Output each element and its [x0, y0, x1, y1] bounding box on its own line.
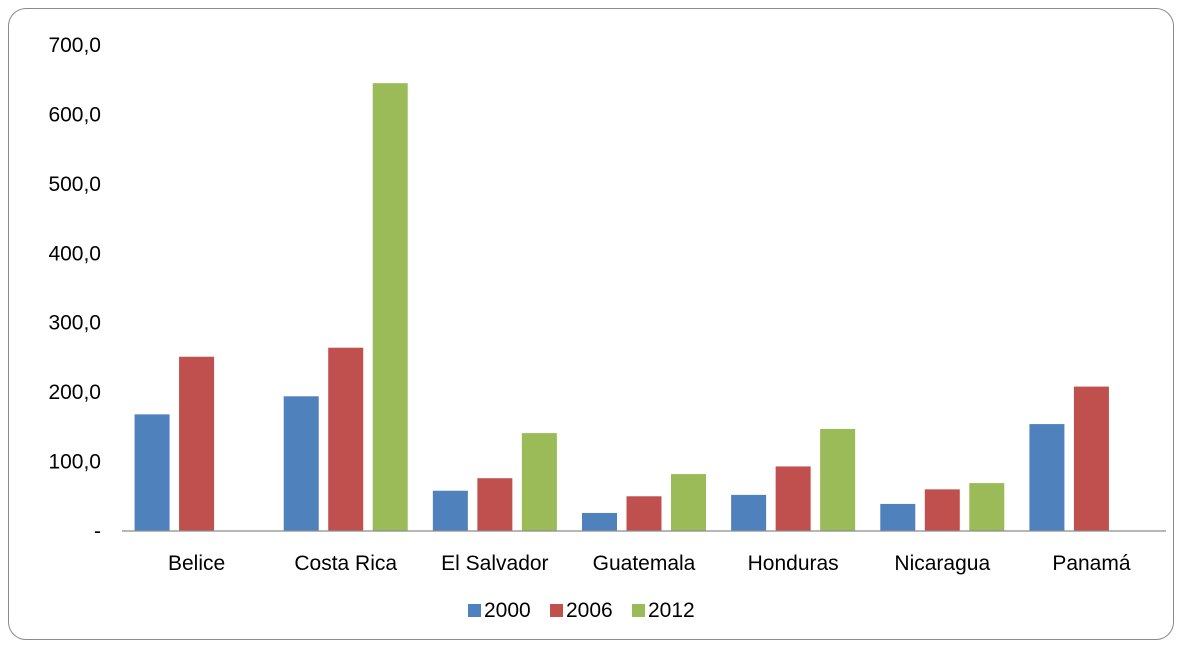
bar-guatemala-2000: [582, 512, 617, 531]
bar-panamá-2006: [1073, 386, 1109, 531]
y-tick-label: 300,0: [48, 312, 101, 335]
legend-label-2012: 2012: [648, 599, 695, 622]
x-category-label: Costa Rica: [294, 552, 397, 575]
bar-nicaragua-2000: [880, 503, 916, 531]
bar-honduras-2000: [731, 494, 767, 531]
x-category-label: Panamá: [1052, 552, 1131, 575]
bars-group: [134, 83, 1109, 531]
y-tick-label: 200,0: [48, 381, 101, 404]
bar-panamá-2000: [1029, 424, 1065, 531]
legend-swatch-2006: [550, 604, 563, 617]
y-axis-ticks: - 100,0 200,0 300,0 400,0 500,0 600,0 700,0: [48, 34, 101, 543]
bar-honduras-2012: [820, 428, 856, 531]
bar-costa-rica-2000: [283, 396, 319, 531]
bar-costa-rica-2012: [372, 83, 408, 531]
bar-guatemala-2006: [626, 496, 662, 531]
legend-label-2000: 2000: [484, 599, 531, 622]
x-category-label: Belice: [168, 552, 225, 575]
y-tick-label: 500,0: [48, 173, 101, 196]
x-category-label: El Salvador: [441, 552, 548, 575]
chart-frame: [8, 8, 1174, 640]
legend-swatch-2012: [632, 604, 645, 617]
bar-belice-2006: [179, 356, 215, 531]
bar-costa-rica-2006: [328, 347, 364, 531]
legend-label-2006: 2006: [566, 599, 613, 622]
x-category-label: Guatemala: [593, 552, 696, 575]
x-axis-labels: Belice Costa Rica El Salvador Guatemala Hond…: [168, 552, 1131, 575]
bar-el-salvador-2012: [521, 433, 557, 531]
y-tick-label: 400,0: [48, 242, 101, 265]
bar-belice-2000: [134, 414, 170, 531]
y-tick-label: 700,0: [48, 34, 101, 57]
bar-honduras-2006: [775, 466, 811, 531]
x-category-label: Nicaragua: [894, 552, 990, 575]
bar-guatemala-2012: [671, 474, 706, 531]
bar-el-salvador-2006: [477, 478, 513, 531]
y-tick-label: 100,0: [48, 451, 101, 474]
legend-swatch-2000: [468, 604, 481, 617]
x-category-label: Honduras: [748, 552, 839, 575]
y-tick-label: -: [94, 520, 101, 543]
legend: 2000 2006 2012: [468, 599, 695, 622]
bar-el-salvador-2000: [432, 490, 468, 531]
bar-nicaragua-2006: [924, 489, 960, 531]
y-tick-label: 600,0: [48, 103, 101, 126]
bar-nicaragua-2012: [969, 483, 1005, 531]
